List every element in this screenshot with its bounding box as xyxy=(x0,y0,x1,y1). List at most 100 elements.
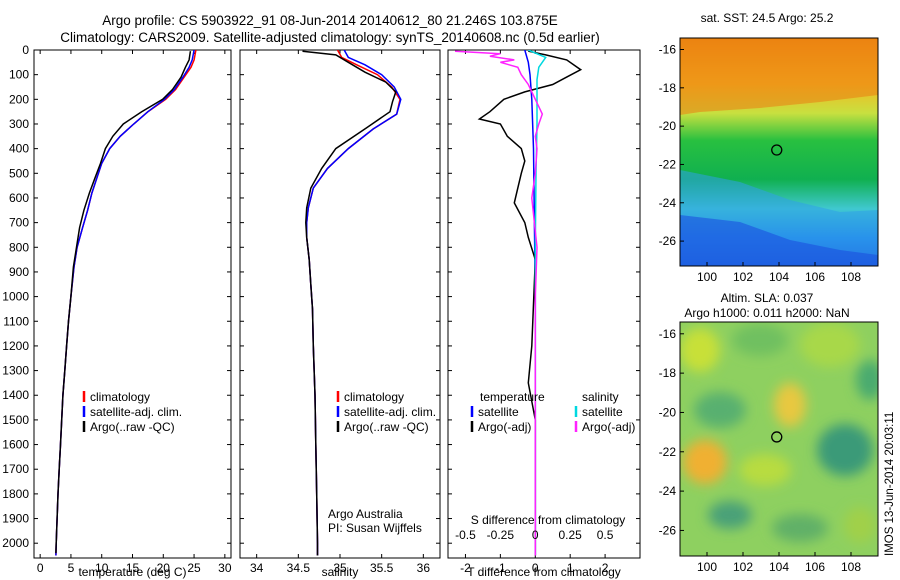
sal-series-2 xyxy=(302,50,397,556)
diff-legend-label: Argo(-adj) xyxy=(478,420,531,434)
map-ytick-label: -24 xyxy=(659,484,677,498)
diff-top-xtick-label: -0.25 xyxy=(487,528,515,542)
diff-top-xtick-label: 0.5 xyxy=(597,528,614,542)
credit-text: IMOS 13-Jun-2014 20:03:11 xyxy=(884,412,896,556)
sst-map xyxy=(679,37,879,267)
diff-top-xlabel: S difference from climatology xyxy=(471,513,626,527)
sst-warm-pool xyxy=(680,38,878,115)
title-line-2: Climatology: CARS2009. Satellite-adjuste… xyxy=(60,30,600,45)
depth-tick-label: 1100 xyxy=(3,314,29,328)
diff-legend-label: Argo(-adj) xyxy=(582,420,635,434)
sla-blob xyxy=(732,324,788,356)
sst-map-ticks: 100 102 104 106 108 -16 -18 -20 -22 -24 -26 xyxy=(659,42,862,284)
diff-legend-header-temperature: temperature xyxy=(480,390,545,404)
sal-legend-label: Argo(..raw -QC) xyxy=(344,420,429,434)
map-xtick-label: 102 xyxy=(733,270,753,284)
sst-argo-marker xyxy=(771,144,783,156)
map-xtick-label: 106 xyxy=(805,560,825,574)
temp-legend-label: satellite-adj. clim. xyxy=(90,405,182,419)
map-ytick-label: -26 xyxy=(659,523,677,537)
depth-tick-label: 1500 xyxy=(2,413,29,427)
temp-xtick-label: 20 xyxy=(157,561,171,575)
sla-map xyxy=(679,321,879,557)
temp-xlabel: temperature (deg C) xyxy=(78,565,186,579)
diff-legend-label: satellite xyxy=(582,405,623,419)
depth-tick-label: 1400 xyxy=(2,388,29,402)
sla-map-title-1: Altim. SLA: 0.037 xyxy=(721,291,814,305)
sal-legend-label: climatology xyxy=(344,390,404,404)
diff-legend-header-salinity: salinity xyxy=(582,390,619,404)
map-ytick-label: -16 xyxy=(659,42,677,56)
difference-axes xyxy=(447,49,641,559)
temp-legend-label: Argo(..raw -QC) xyxy=(90,420,175,434)
depth-tick-label: 2000 xyxy=(2,536,29,550)
sla-map-title-2: Argo h1000: 0.011 h2000: NaN xyxy=(684,306,849,320)
sla-blob xyxy=(856,360,878,400)
sla-map-ticks: 100 102 104 106 108 -16 -18 -20 -22 -24 -26 xyxy=(659,327,862,574)
depth-tick-label: 1900 xyxy=(2,512,29,526)
sla-blob xyxy=(739,454,791,486)
sla-blob xyxy=(817,424,873,476)
depth-tick-label: 400 xyxy=(9,142,29,156)
sst-cold-patch xyxy=(680,215,878,266)
sal-xtick-label: 34.5 xyxy=(287,561,311,575)
depth-tick-label: 200 xyxy=(9,92,29,106)
diff-xtick-label: -1 xyxy=(495,561,506,575)
diff-top-xtick-label: 0 xyxy=(532,528,539,542)
depth-tick-label: 1300 xyxy=(2,364,29,378)
depth-tick-label: 500 xyxy=(9,166,29,180)
diff-xtick-label: 0 xyxy=(532,561,539,575)
sla-blob xyxy=(680,328,720,372)
sal-xlabel: salinity xyxy=(322,565,359,579)
title-line-1: Argo profile: CS 5903922_91 08-Jun-2014 … xyxy=(102,13,558,28)
map-xtick-label: 108 xyxy=(841,560,861,574)
temp-xtick-label: 10 xyxy=(95,561,109,575)
diff-series-group xyxy=(454,50,583,556)
depth-tick-label: 800 xyxy=(9,240,29,254)
depth-tick-label: 1200 xyxy=(2,339,29,353)
diff-xtick-label: -2 xyxy=(460,561,471,575)
sla-blob xyxy=(844,507,876,543)
diff-xtick-label: 1 xyxy=(567,561,574,575)
sal-xtick-label: 34 xyxy=(250,561,264,575)
diff-top-xtick-label: -0.5 xyxy=(455,528,476,542)
map-xtick-label: 108 xyxy=(841,270,861,284)
depth-tick-label: 1700 xyxy=(2,462,29,476)
depth-tick-label: 0 xyxy=(22,43,29,57)
depth-tick-label: 900 xyxy=(9,265,29,279)
sla-blob xyxy=(772,514,828,542)
salinity-panel: 34 34.5 35 35.5 36 salinity climatologysatelli… xyxy=(240,49,440,579)
sla-blob xyxy=(708,501,752,529)
temp-xtick-label: 5 xyxy=(68,561,75,575)
depth-tick-label: 600 xyxy=(9,191,29,205)
map-ytick-label: -22 xyxy=(659,157,677,171)
sla-blob xyxy=(694,392,746,428)
temp-series-group xyxy=(55,50,197,556)
depth-tick-label: 1800 xyxy=(2,487,29,501)
temp-series-2 xyxy=(55,51,192,554)
depth-tick-label: 1000 xyxy=(2,290,29,304)
sal-series-group xyxy=(302,50,402,556)
sal-xtick-label: 35 xyxy=(333,561,347,575)
temperature-panel: 0100200300400500600700800900100011001200… xyxy=(2,43,232,579)
sla-blob xyxy=(800,323,860,367)
diff-series-2 xyxy=(528,50,547,556)
sal-xtick-label: 35.5 xyxy=(370,561,394,575)
sal-xtick-label: 36 xyxy=(417,561,431,575)
map-ytick-label: -18 xyxy=(659,366,677,380)
sla-blob xyxy=(683,440,727,484)
map-ytick-label: -16 xyxy=(659,327,677,341)
annotation-line-1: Argo Australia xyxy=(328,507,403,521)
temp-xtick-label: 30 xyxy=(218,561,232,575)
map-xtick-label: 104 xyxy=(769,560,789,574)
depth-tick-label: 100 xyxy=(9,68,29,82)
depth-tick-label: 1600 xyxy=(2,438,29,452)
depth-tick-label: 300 xyxy=(9,117,29,131)
depth-tick-label: 700 xyxy=(9,216,29,230)
sst-map-title: sat. SST: 24.5 Argo: 25.2 xyxy=(701,11,834,25)
temp-xtick-label: 0 xyxy=(37,561,44,575)
map-xtick-label: 100 xyxy=(697,270,717,284)
temp-xtick-label: 25 xyxy=(187,561,201,575)
diff-xtick-label: 2 xyxy=(602,561,609,575)
